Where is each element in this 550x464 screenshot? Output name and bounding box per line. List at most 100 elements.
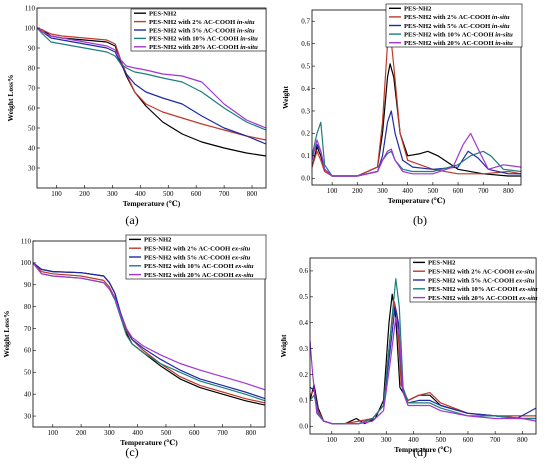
x-tick-label: 200: [79, 190, 90, 198]
y-tick-label: 0.2: [299, 371, 308, 379]
legend-entry: PES-NH2 with 5% AC-COOH in-situ: [404, 23, 510, 30]
legend-entry: PES-NH2 with 20% AC-COOH ex-situ: [428, 295, 538, 302]
y-tick-label: 50: [24, 369, 32, 377]
y-tick-label: 110: [21, 237, 32, 245]
y-tick-label: 100: [21, 259, 32, 267]
legend-entry: PES-NH2 with 5% AC-COOH in-situ: [149, 27, 255, 34]
y-tick-label: 30: [24, 412, 32, 420]
legend-entry: PES-NH2 with 10% AC-COOH ex-situ: [428, 286, 538, 293]
x-tick-label: 100: [48, 429, 59, 437]
legend-box: [130, 8, 267, 52]
legend-entry: PES-NH2 with 5% AC-COOH ex-situ: [428, 277, 535, 284]
chart-panel-a: 100 200 300 400 500 600 700 800 30 40 50 60 70 80 90 10…: [6, 4, 267, 227]
legend-entry: PES-NH2: [404, 6, 432, 13]
x-tick-label: 200: [76, 429, 87, 437]
y-tick-label: 0.2: [301, 130, 310, 138]
legend-entry: PES-NH2 with 10% AC-COOH in-situ: [149, 36, 258, 43]
legend-entry: PES-NH2 with 2% AC-COOH in-situ: [149, 19, 255, 26]
legend-box: [385, 3, 523, 48]
panel-caption: (b): [413, 213, 427, 227]
series-group: [33, 262, 265, 406]
y-tick-label: 0.1: [299, 397, 308, 405]
y-tick-label: 70: [28, 84, 36, 92]
x-tick-label: 300: [107, 190, 118, 198]
series-line-0: [310, 293, 536, 425]
y-tick-label: 30: [28, 164, 36, 172]
y-axis-label: Weight: [279, 334, 288, 357]
y-axis-label: Weight Loss%: [2, 311, 11, 358]
x-tick-label: 500: [163, 190, 174, 198]
x-tick-label: 100: [51, 190, 62, 198]
x-tick-label: 200: [354, 436, 365, 444]
legend-entry: PES-NH2 with 20% AC-COOH in-situ: [404, 40, 513, 47]
y-tick-label: 40: [24, 390, 32, 398]
legend-entry: PES-NH2: [428, 260, 456, 267]
x-tick-label: 400: [135, 190, 146, 198]
legend-entry: PES-NH2 with 20% AC-COOH in-situ: [149, 44, 258, 51]
series-line-4: [312, 132, 521, 177]
legend-entry: PES-NH2 with 10% AC-COOH ex-situ: [144, 263, 254, 270]
series-group: [310, 278, 536, 425]
series-line-2: [310, 306, 536, 425]
y-tick-label: 0.5: [301, 62, 310, 70]
y-tick-label: 40: [28, 144, 36, 152]
legend-entry: PES-NH2: [149, 11, 177, 18]
y-tick-label: 110: [25, 4, 36, 12]
chart-panel-d: 100 200 300 400 500 600 700 800 0.0 0.1 0.2 0.3 0.4 0…: [279, 257, 538, 459]
legend-box: [125, 234, 267, 280]
y-tick-label: 0.4: [299, 319, 308, 327]
y-tick-label: 100: [25, 24, 36, 32]
series-group: [312, 29, 521, 177]
series-line-3: [33, 262, 265, 402]
legend-entry: PES-NH2 with 5% AC-COOH ex-situ: [144, 254, 251, 261]
series-line-2: [37, 27, 266, 145]
series-line-3: [37, 27, 266, 131]
y-tick-label: 0.3: [299, 345, 308, 353]
y-tick-label: 0.5: [299, 293, 308, 301]
x-tick-label: 800: [246, 429, 257, 437]
legend-entry: PES-NH2 with 2% AC-COOH ex-situ: [428, 269, 535, 276]
y-tick-label: 60: [28, 104, 36, 112]
x-axis-label: Temperature (℃): [394, 445, 452, 454]
series-line-0: [33, 262, 265, 406]
x-tick-label: 700: [217, 429, 228, 437]
x-tick-label: 300: [377, 187, 388, 195]
y-tick-label: 0.4: [301, 85, 310, 93]
x-tick-label: 200: [352, 187, 363, 195]
x-tick-label: 700: [490, 436, 501, 444]
x-tick-label: 500: [428, 187, 439, 195]
y-tick-label: 90: [24, 281, 32, 289]
x-axis-label: Temperature (℃): [123, 199, 181, 208]
x-tick-label: 300: [381, 436, 392, 444]
plot-frame: [36, 7, 267, 189]
legend-entry: PES-NH2: [144, 237, 172, 244]
x-tick-label: 500: [161, 429, 172, 437]
y-tick-label: 0.3: [301, 107, 310, 115]
y-tick-label: 70: [24, 325, 32, 333]
legend-entry: PES-NH2 with 10% AC-COOH in-situ: [404, 31, 513, 38]
panel-caption: (d): [413, 445, 427, 459]
x-tick-label: 700: [478, 187, 489, 195]
x-axis-label: Temperature (℃): [120, 438, 178, 447]
y-tick-label: 0.6: [299, 267, 308, 275]
y-tick-label: 0.7: [301, 18, 310, 26]
series-group: [37, 27, 266, 157]
x-tick-label: 800: [503, 187, 514, 195]
x-tick-label: 500: [435, 436, 446, 444]
series-line-2: [312, 110, 521, 177]
x-tick-label: 800: [247, 190, 258, 198]
y-tick-label: 0.1: [301, 152, 310, 160]
series-line-1: [33, 262, 265, 404]
series-line-4: [33, 262, 265, 391]
x-tick-label: 400: [132, 429, 143, 437]
x-tick-label: 100: [327, 187, 338, 195]
panel-caption: (a): [125, 213, 138, 227]
series-line-4: [37, 27, 266, 129]
y-axis-label: Weight Loss%: [6, 75, 15, 122]
x-tick-label: 700: [219, 190, 230, 198]
y-axis-label: Weight: [281, 86, 290, 109]
y-tick-label: 0.6: [301, 40, 310, 48]
legend-box: [409, 257, 537, 303]
